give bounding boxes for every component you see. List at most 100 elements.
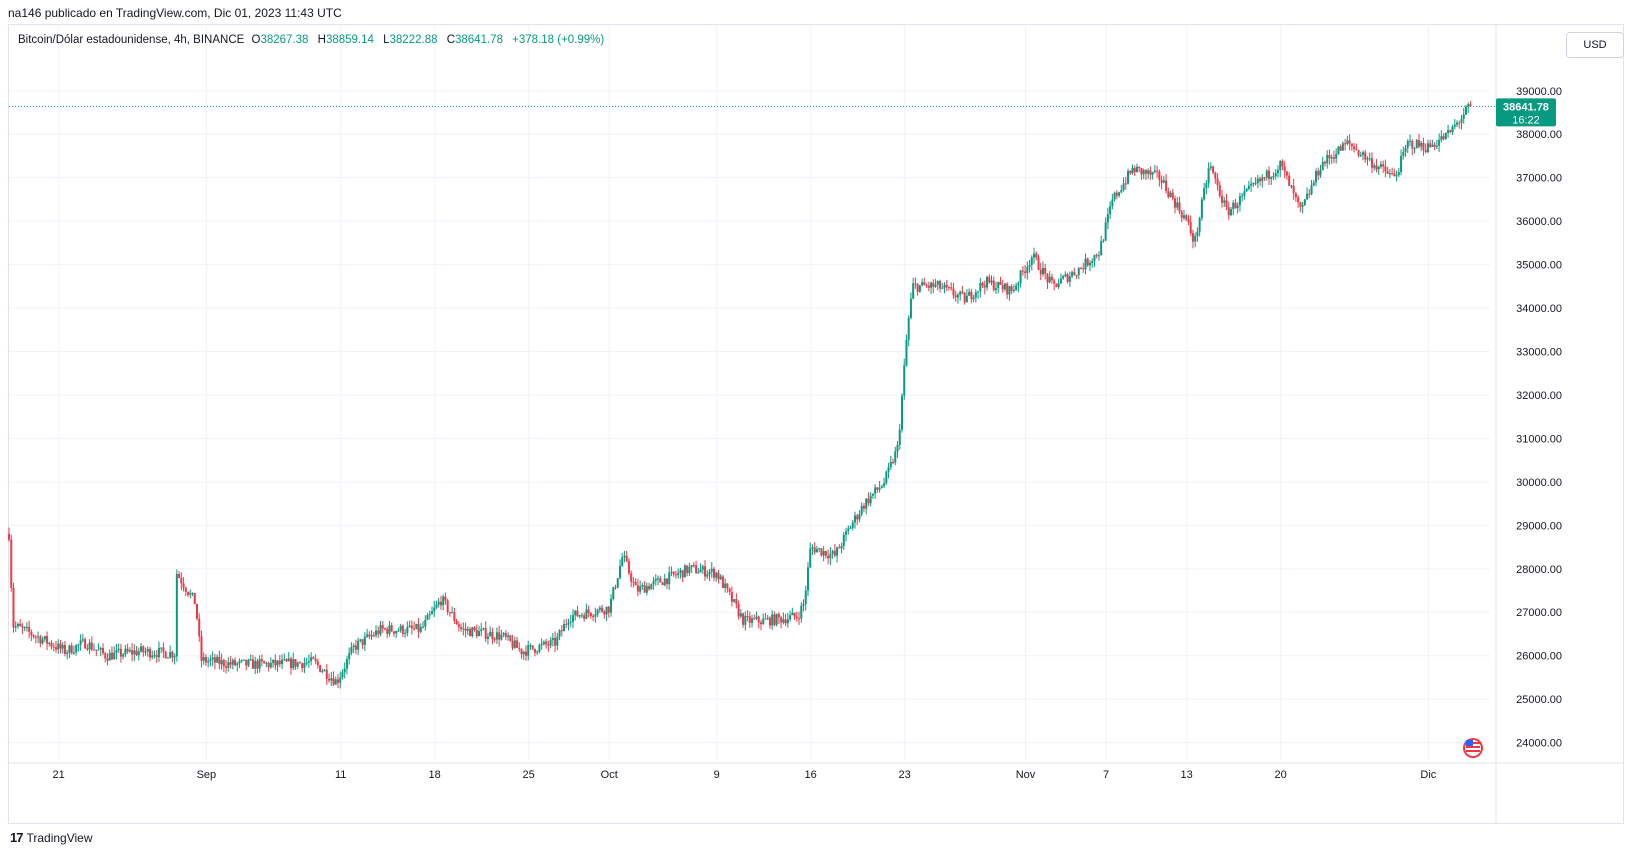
candle-body [1198,218,1201,232]
candle-body [1111,199,1114,206]
candle-body [1370,158,1373,168]
candle-body [354,645,357,650]
candle-body [594,614,597,617]
footer-brand[interactable]: 17 TradingView [10,830,93,845]
candle-body [1167,190,1170,198]
candle-body [686,565,689,574]
candle-body [455,621,458,625]
candle-body [1082,268,1085,270]
candle-body [1308,193,1311,195]
candle-body [560,630,563,632]
candle-body [1243,191,1246,196]
tradingview-logo-icon: 17 [10,830,24,845]
candle-body [1033,253,1036,258]
candle-body [1008,286,1011,295]
candle-body [1411,140,1414,149]
candle-body [627,561,630,574]
candle-body [1129,170,1132,174]
candle-body [137,651,140,656]
candle-body [898,429,901,446]
candle-body [388,625,391,634]
candle-body [842,534,845,547]
candle-body [504,633,507,637]
candle-body [1207,168,1210,184]
candle-body [742,613,745,625]
time-tick-label: 7 [1103,769,1109,781]
candle-body [1165,180,1168,191]
candle-body [1169,192,1172,198]
candle-body [216,656,219,663]
candle-body [1191,233,1194,242]
candle-body [963,292,966,303]
price-tick-label: 29000.00 [1516,520,1562,532]
candle-body [1259,178,1262,182]
candle-body [927,285,930,288]
candle-body [446,600,449,613]
candle-body [328,678,331,681]
candle-body [451,612,454,614]
candle-body [1453,124,1456,127]
candle-body [520,648,523,655]
candle-body [43,636,46,640]
candle-body [795,616,798,619]
candle-body [1303,199,1306,206]
candle-body [634,581,637,586]
candle-body [491,631,494,639]
candle-body [1095,255,1098,257]
candle-body [610,598,613,613]
candle-body [135,650,138,656]
candle-body [19,623,22,627]
candle-body [341,672,344,678]
candle-body [798,618,801,620]
candle-body [578,615,581,617]
candle-body [350,647,353,654]
price-tick-label: 30000.00 [1516,477,1562,489]
candle-body [238,660,241,664]
time-axis: 21 Sep 11 18 25 Oct 9 16 23 Nov 7 13 20 Dic [53,769,1437,781]
candle-body [209,659,212,662]
candle-body [93,649,96,651]
candle-body [1435,145,1438,147]
candle-body [444,596,447,601]
price-tick-label: 32000.00 [1516,390,1562,402]
candle-body [596,609,599,615]
candle-body [1010,286,1013,291]
candle-body [417,624,420,632]
candle-body [1265,170,1268,178]
price-tick-label: 26000.00 [1516,651,1562,663]
candle-body [63,645,66,654]
candle-body [782,619,785,623]
candle-body [1384,166,1387,172]
candle-body [489,631,492,637]
candle-body [533,648,536,653]
candle-body [1080,268,1083,270]
candle-body [406,626,409,634]
candle-body [1227,207,1230,216]
currency-button[interactable]: USD [1566,32,1624,58]
last-price-tag-bg [1496,98,1556,127]
candle-body [728,588,731,593]
candle-body [448,612,451,614]
candle-body [1075,274,1078,276]
candle-body [1261,177,1264,182]
candle-body [768,617,771,626]
candle-body [1236,205,1239,209]
candle-body [1127,170,1130,184]
candle-body [903,365,906,396]
candle-body [218,656,221,665]
candle-body [1046,273,1049,283]
candle-body [851,522,854,528]
candle-body [1328,154,1331,159]
candle-body [272,659,275,663]
candle-body [162,647,165,652]
candle-body [41,639,44,644]
candle-body [236,663,239,666]
candle-body [173,656,176,658]
candle-body [1176,202,1179,208]
candle-body [896,445,899,452]
candle-body [348,653,351,660]
candle-body [1017,283,1020,286]
candle-body [909,298,912,318]
candle-body [601,607,604,612]
